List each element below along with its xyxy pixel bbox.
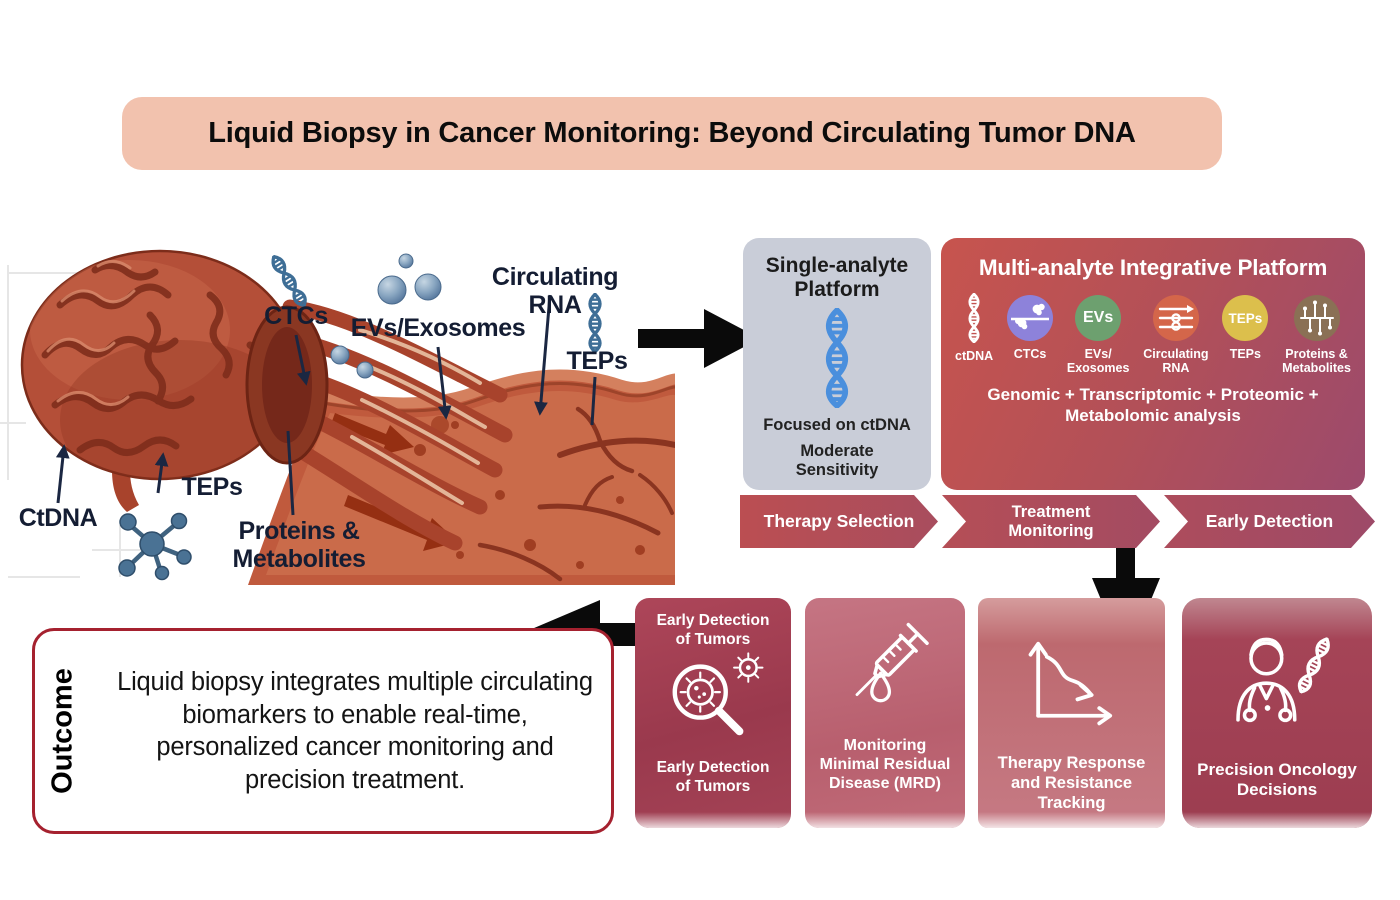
analyte-ctcs: CTCs: [1007, 295, 1054, 376]
pipeline-step-early-detection: Early Detection: [1164, 495, 1375, 548]
single-platform-title: Single-analyte Platform: [765, 254, 909, 302]
response-chart-icon: [1028, 641, 1112, 726]
analyte-icon-row: ctDNA CTCs EVs EV: [955, 295, 1351, 376]
analyte-label: CTCs: [1013, 347, 1047, 361]
outcome-text: Liquid biopsy integrates multiple circul…: [117, 667, 593, 794]
card-precision-oncology: Precision Oncology Decisions: [1182, 598, 1372, 828]
card-title: Therapy Response and Resistance Tracking: [997, 754, 1146, 812]
teps-badge-text: TEPs: [1228, 310, 1263, 326]
metabolites-pattern-icon: [1293, 295, 1340, 341]
label-teps-top: TEPs: [566, 347, 628, 375]
analyte-ctdna: ctDNA: [955, 295, 993, 376]
analyte-label: TEPs: [1229, 347, 1261, 361]
evs-badge-text: EVs: [1083, 309, 1114, 326]
arrow-right-icon: [638, 309, 760, 368]
outcome-box: Outcome Liquid biopsy integrates multipl…: [32, 628, 614, 834]
dna-icon: [960, 293, 988, 343]
analyte-teps: TEPs TEPs: [1222, 295, 1269, 376]
tumor-vessel-art: [0, 249, 675, 585]
multi-analyte-panel: Multi-analyte Integrative Platform ctDNA: [941, 238, 1365, 490]
label-ctdna: CtDNA: [18, 504, 98, 532]
card-early-detection: Early Detection of Tumors: [635, 598, 791, 828]
dna-icon: [809, 308, 865, 408]
card-title: Precision Oncology Decisions: [1197, 760, 1357, 800]
single-platform-sensitivity: Moderate Sensitivity: [795, 442, 879, 480]
analyte-label: Proteins & Metabolites: [1282, 347, 1351, 376]
magnifier-virus-icon: [672, 652, 764, 736]
title-banner: Liquid Biopsy in Cancer Monitoring: Beyo…: [122, 97, 1222, 170]
page-title: Liquid Biopsy in Cancer Monitoring: Beyo…: [208, 117, 1136, 149]
outcome-heading: Outcome: [46, 668, 79, 794]
tumor-mass: [20, 249, 329, 512]
pipeline-step-therapy-selection: Therapy Selection: [740, 495, 938, 548]
pointer-arrows: [55, 294, 597, 516]
label-circulating-rna: Circulating RNA: [491, 263, 619, 319]
strand-highlights: [350, 328, 487, 505]
teps-badge-icon: TEPs: [1222, 295, 1269, 341]
evs-badge-icon: EVs: [1075, 295, 1122, 341]
analyte-circulating-rna: Circulating RNA: [1143, 295, 1209, 376]
molecule-icon: [118, 512, 192, 581]
card-mrd-monitoring: Monitoring Minimal Residual Disease (MRD…: [805, 598, 965, 828]
single-platform-focus: Focused on ctDNA: [763, 416, 911, 435]
doctor-dna-icon: [1236, 622, 1342, 723]
vessel-cells: [414, 416, 645, 569]
ev-spheres: [330, 253, 442, 379]
label-ctcs: CTCs: [264, 302, 328, 330]
tumor-vessel-illustration: CTCs EVs/Exosomes Circulating RNA TEPs C…: [0, 245, 675, 585]
label-teps-bottom: TEPs: [181, 473, 243, 501]
blood-vessel: [248, 369, 675, 585]
rna-strands-icon: [1152, 295, 1199, 341]
analyte-label: Circulating RNA: [1143, 347, 1209, 376]
syringe-icon: [855, 622, 929, 703]
card-title-bottom: Early Detection of Tumors: [656, 759, 770, 795]
omics-footer: Genomic + Transcriptomic + Proteomic + M…: [987, 384, 1319, 425]
analyte-label: ctDNA: [955, 349, 994, 363]
analyte-evs: EVs EVs/ Exosomes: [1066, 295, 1130, 376]
multi-platform-title: Multi-analyte Integrative Platform: [978, 255, 1328, 280]
pipeline-step-treatment-monitoring: Treatment Monitoring: [942, 495, 1160, 548]
card-title: Monitoring Minimal Residual Disease (MRD…: [819, 737, 951, 793]
single-analyte-panel: Single-analyte Platform Focused on ctDNA…: [743, 238, 931, 490]
card-title-top: Early Detection of Tumors: [656, 612, 770, 648]
label-proteins-metabolites: Proteins & Metabolites: [232, 517, 366, 573]
label-evs-exosomes: EVs/Exosomes: [350, 314, 526, 342]
card-therapy-response: Therapy Response and Resistance Tracking: [978, 598, 1165, 828]
analyte-label: EVs/ Exosomes: [1066, 347, 1130, 376]
analyte-proteins-metabolites: Proteins & Metabolites: [1282, 295, 1351, 376]
ctcs-cells-icon: [1007, 295, 1054, 341]
